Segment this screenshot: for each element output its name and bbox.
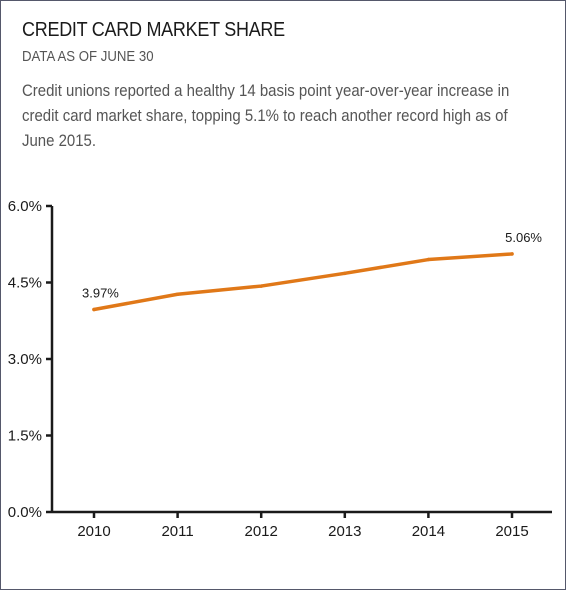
y-tick-label: 0.0% bbox=[8, 504, 42, 521]
data-point bbox=[343, 271, 347, 276]
x-tick-label: 2010 bbox=[77, 523, 110, 540]
data-point bbox=[92, 307, 96, 312]
x-tick-label: 2015 bbox=[495, 523, 528, 540]
y-tick-label: 1.5% bbox=[8, 428, 42, 445]
y-tick-label: 4.5% bbox=[8, 275, 42, 292]
data-label: 5.06% bbox=[505, 230, 542, 245]
data-point bbox=[426, 257, 431, 262]
data-point bbox=[259, 284, 263, 288]
chart-description: Credit unions reported a healthy 14 basi… bbox=[22, 81, 510, 150]
x-tick-label: 2013 bbox=[328, 523, 361, 540]
chart-subtitle: DATA AS OF JUNE 30 bbox=[22, 48, 154, 65]
chart-series bbox=[92, 252, 514, 312]
data-point bbox=[175, 292, 180, 296]
chart-data-labels: 3.97% 5.06% bbox=[82, 230, 542, 301]
y-axis-ticks: 0.0% 1.5% 3.0% 4.5% 6.0% bbox=[8, 198, 52, 521]
x-tick-label: 2012 bbox=[245, 523, 278, 540]
y-tick-label: 6.0% bbox=[8, 198, 42, 215]
x-tick-label: 2011 bbox=[161, 523, 193, 540]
x-axis-ticks: 2010 2011 2012 2013 2014 2015 bbox=[77, 512, 529, 540]
data-point bbox=[510, 252, 514, 256]
chart-axes bbox=[50, 206, 552, 514]
x-tick-label: 2014 bbox=[412, 523, 445, 540]
chart-title: CREDIT CARD MARKET SHARE bbox=[22, 19, 285, 41]
series-line bbox=[92, 252, 514, 312]
y-tick-label: 3.0% bbox=[8, 351, 42, 368]
data-label: 3.97% bbox=[82, 286, 119, 301]
